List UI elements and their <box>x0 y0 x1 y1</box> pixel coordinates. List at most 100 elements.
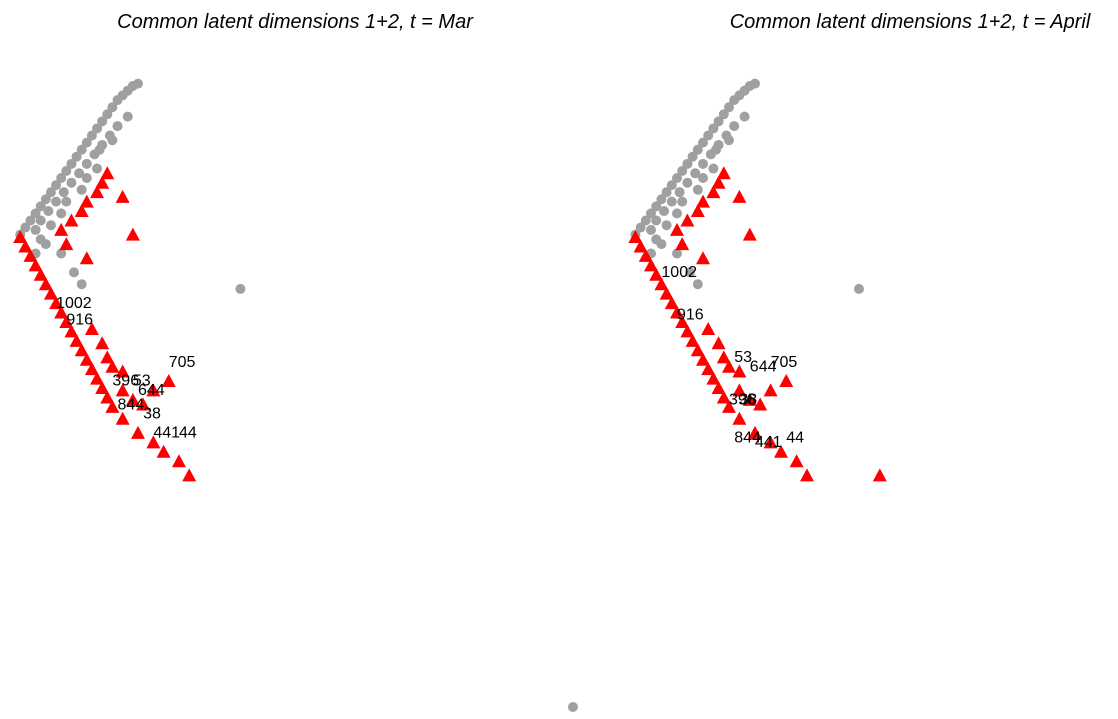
red-triangle-point <box>23 248 38 262</box>
point-label: 38 <box>739 392 757 409</box>
red-triangle-point <box>182 468 197 482</box>
grey-circle-point <box>58 187 69 198</box>
grey-circle-point <box>682 158 693 169</box>
grey-circle-point <box>20 222 31 233</box>
grey-circle-point <box>687 151 698 162</box>
red-triangle-point <box>670 305 684 319</box>
grey-circle-point <box>659 206 669 217</box>
red-triangle-point <box>690 204 705 218</box>
grey-circle-point <box>703 130 714 141</box>
red-triangle-point <box>146 383 161 397</box>
red-triangle-point <box>54 305 69 319</box>
grey-circle-point <box>698 173 708 183</box>
red-triangle-point <box>649 267 664 281</box>
point-label: 38 <box>143 406 161 423</box>
red-triangle-point <box>628 230 643 243</box>
red-triangle-point <box>74 343 89 357</box>
grey-circle-point <box>640 215 651 226</box>
red-triangle-point <box>115 383 130 397</box>
point-label: 53 <box>734 349 752 366</box>
red-triangle-point <box>49 296 64 310</box>
red-triangle-point <box>90 371 105 385</box>
red-triangle-point <box>763 383 778 397</box>
red-triangle-point <box>100 390 115 404</box>
red-triangle-point <box>664 296 679 310</box>
grey-circle-point <box>729 95 740 106</box>
grey-circle-point <box>656 239 667 250</box>
point-label: 396 <box>112 373 139 390</box>
point-label: 644 <box>138 382 165 399</box>
red-triangle-point <box>732 411 747 425</box>
grey-circle-point <box>646 208 656 219</box>
grey-circle-point <box>711 144 721 155</box>
red-triangle-point <box>125 392 140 406</box>
grey-circle-point <box>672 208 682 219</box>
grey-circle-point <box>76 184 87 195</box>
red-triangle-point <box>115 364 130 378</box>
grey-circle-point <box>94 144 105 155</box>
grey-circle-point <box>97 116 108 127</box>
red-triangle-point <box>722 359 736 373</box>
grey-circle-point <box>635 222 646 233</box>
point-label: 1002 <box>56 295 92 312</box>
red-triangle-point <box>763 435 778 449</box>
red-triangle-point <box>711 336 726 350</box>
grey-circle-point <box>708 123 719 134</box>
red-triangle-point <box>716 390 731 404</box>
grey-circle-point <box>86 130 97 141</box>
grey-circle-point <box>674 187 685 198</box>
red-triangle-point <box>685 333 700 347</box>
red-triangle-point <box>84 322 99 336</box>
point-label: 916 <box>677 307 704 324</box>
grey-circle-point <box>81 173 92 183</box>
red-triangle-point <box>670 222 684 236</box>
grey-circle-point <box>122 111 133 122</box>
grey-circle-point <box>692 279 703 290</box>
grey-circle-point <box>56 173 67 183</box>
red-triangle-point <box>779 373 794 387</box>
red-triangle-point <box>100 350 115 364</box>
red-triangle-point <box>54 222 69 236</box>
red-triangle-point <box>716 166 731 180</box>
red-triangle-point <box>638 248 653 262</box>
red-triangle-point <box>79 251 94 265</box>
red-triangle-point <box>774 444 788 458</box>
grey-circle-point <box>666 196 677 207</box>
grey-circle-point <box>61 165 72 176</box>
grey-circle-point <box>651 201 662 212</box>
grey-circle-point <box>661 187 672 198</box>
red-triangle-point <box>84 362 99 376</box>
point-label: 844 <box>734 429 761 446</box>
grey-circle-point <box>92 123 103 134</box>
grey-circle-point <box>677 165 688 176</box>
red-triangle-point <box>64 324 79 338</box>
grey-circle-point <box>112 121 123 132</box>
red-triangle-point <box>115 189 130 203</box>
grey-circle-point <box>43 206 54 217</box>
red-triangle-point <box>131 425 145 439</box>
grey-circle-point <box>656 194 667 205</box>
red-triangle-point <box>74 204 89 218</box>
red-triangle-point <box>753 397 768 411</box>
red-triangle-point <box>69 333 84 347</box>
red-triangle-point <box>706 371 721 385</box>
grey-circle-point <box>692 184 703 195</box>
grey-circle-point <box>698 137 708 148</box>
grey-circle-point <box>69 267 79 278</box>
point-label: 44 <box>179 425 197 442</box>
grey-circle-point <box>666 180 677 191</box>
red-triangle-point <box>742 392 757 406</box>
grey-circle-point <box>61 196 72 207</box>
red-triangle-point <box>654 277 669 291</box>
red-triangle-point <box>701 322 716 336</box>
chart-title-left: Common latent dimensions 1+2, t = Mar <box>117 11 474 33</box>
grey-circle-point <box>698 158 708 169</box>
grey-circle-point <box>45 220 56 231</box>
grey-circle-point <box>724 102 734 113</box>
red-triangle-point <box>59 237 74 251</box>
red-triangle-point <box>644 258 658 272</box>
grey-circle-point <box>30 208 41 219</box>
grey-circle-point <box>107 135 118 146</box>
red-triangle-point <box>675 314 690 328</box>
grey-circle-point <box>35 201 46 212</box>
